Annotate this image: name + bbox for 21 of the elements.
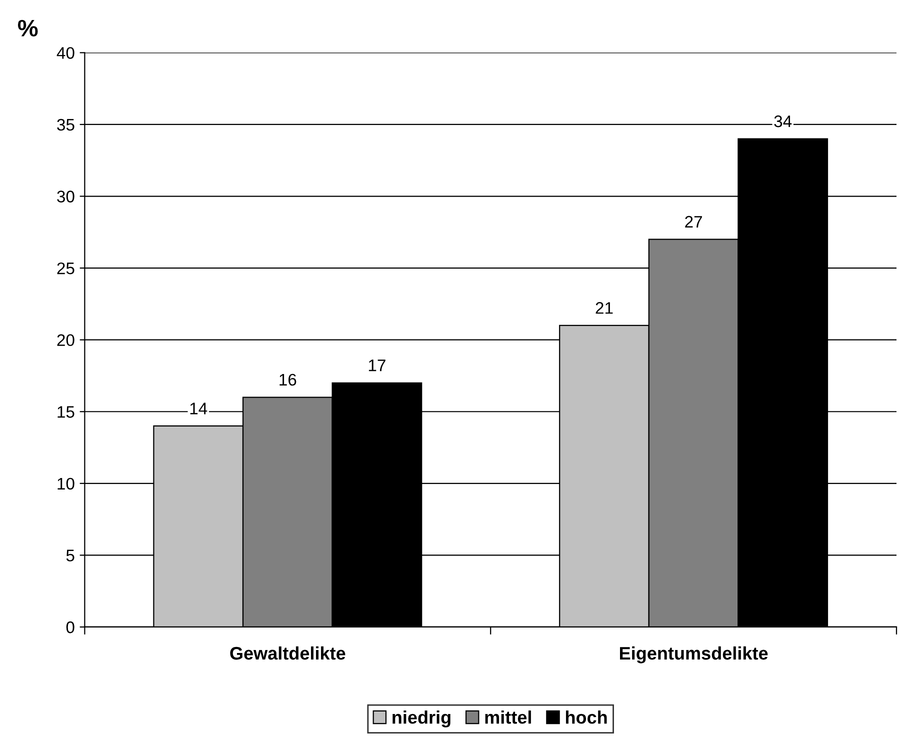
x-tick-label: Gewaltdelikte [230, 646, 346, 660]
data-label: 14 [190, 402, 208, 414]
data-label: 16 [280, 374, 296, 386]
y-axis-title: % [18, 20, 38, 36]
data-label: 17 [368, 360, 386, 372]
y-tick-label: 15 [58, 406, 74, 418]
y-tick-label: 40 [56, 47, 74, 59]
y-tick-label: 35 [57, 118, 74, 131]
legend-label: hoch [566, 710, 607, 724]
data-label: 27 [685, 216, 702, 228]
data-label: 21 [596, 302, 613, 314]
y-tick-label: 5 [66, 550, 74, 562]
legend-label: mittel [485, 710, 531, 724]
y-tick-label: 0 [66, 621, 74, 634]
legend-label: niedrig [392, 710, 450, 728]
y-tick-label: 25 [57, 262, 74, 274]
data-label: 34 [774, 115, 792, 128]
y-tick-label: 10 [58, 478, 74, 490]
y-tick-label: 30 [57, 190, 74, 202]
y-tick-label: 20 [57, 334, 74, 346]
x-tick-label: Eigentumsdelikte [620, 646, 768, 664]
